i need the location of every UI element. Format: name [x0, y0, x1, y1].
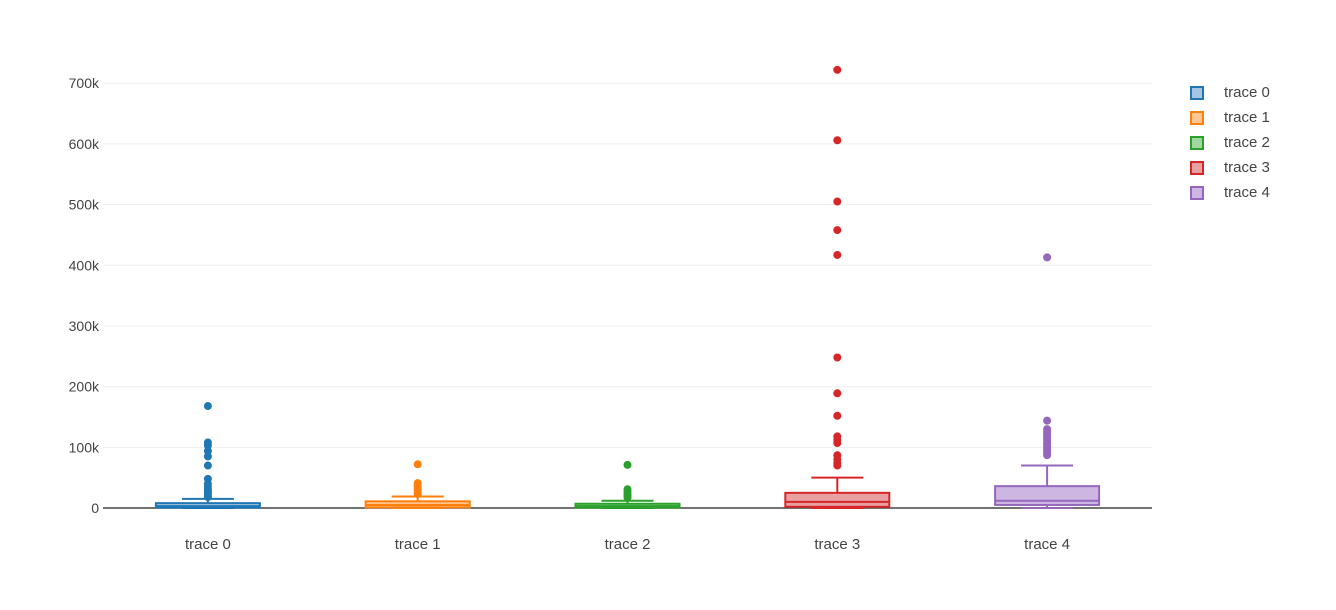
- outlier-point: [833, 136, 842, 145]
- y-tick-label: 700k: [69, 75, 100, 91]
- outlier-point: [203, 402, 212, 411]
- y-tick-label: 200k: [69, 379, 100, 395]
- outlier-point: [203, 493, 212, 502]
- outlier-point: [203, 452, 212, 461]
- outlier-point: [833, 461, 842, 470]
- x-axis-ticks: trace 0 trace 1 trace 2 trace 3 trace 4: [185, 536, 1070, 553]
- y-tick-label: 100k: [69, 439, 100, 455]
- box-trace-3: [784, 65, 891, 509]
- legend-item-trace-4[interactable]: trace 4: [1190, 180, 1270, 205]
- box-trace-2: [574, 460, 681, 509]
- outlier-point: [413, 460, 422, 469]
- x-tick-label: trace 3: [814, 536, 860, 553]
- legend-label: trace 0: [1224, 84, 1270, 101]
- y-tick-label: 0: [91, 500, 99, 516]
- iqr-box: [994, 485, 1101, 506]
- legend-item-trace-0[interactable]: trace 0: [1190, 80, 1270, 105]
- legend-swatch: [1190, 160, 1204, 175]
- legend-item-trace-2[interactable]: trace 2: [1190, 130, 1270, 155]
- x-tick-label: trace 4: [1024, 536, 1070, 553]
- legend-label: trace 2: [1224, 134, 1270, 151]
- outlier-point: [1043, 416, 1052, 425]
- outlier-point: [1043, 451, 1052, 460]
- box-trace-0: [154, 402, 261, 509]
- legend-item-trace-1[interactable]: trace 1: [1190, 105, 1270, 130]
- outlier-point: [623, 493, 632, 502]
- y-tick-label: 400k: [69, 257, 100, 273]
- outlier-point: [413, 490, 422, 499]
- outlier-point: [833, 197, 842, 206]
- y-tick-label: 300k: [69, 318, 100, 334]
- legend-item-trace-3[interactable]: trace 3: [1190, 155, 1270, 180]
- box-trace-4: [994, 253, 1101, 509]
- boxes: [154, 65, 1101, 509]
- outlier-point: [833, 353, 842, 362]
- legend-label: trace 1: [1224, 109, 1270, 126]
- outlier-point: [833, 226, 842, 235]
- x-tick-label: trace 2: [605, 536, 651, 553]
- legend-swatch: [1190, 110, 1204, 125]
- x-tick-label: trace 0: [185, 536, 231, 553]
- outlier-point: [833, 389, 842, 398]
- gridlines: [103, 82, 1152, 509]
- y-axis-ticks: 0 100k 200k 300k 400k 500k 600k 700k: [69, 75, 100, 516]
- y-tick-label: 600k: [69, 136, 100, 152]
- legend-label: trace 4: [1224, 184, 1270, 201]
- outlier-point: [1043, 253, 1052, 262]
- legend-swatch: [1190, 185, 1204, 200]
- outlier-point: [833, 439, 842, 448]
- box-trace-1: [364, 460, 471, 509]
- legend-swatch: [1190, 85, 1204, 100]
- outlier-point: [833, 411, 842, 420]
- legend-label: trace 3: [1224, 159, 1270, 176]
- x-tick-label: trace 1: [395, 536, 441, 553]
- y-tick-label: 500k: [69, 197, 100, 213]
- legend: trace 0 trace 1 trace 2 trace 3 trace 4: [1190, 80, 1270, 205]
- outlier-point: [623, 460, 632, 469]
- outlier-point: [833, 65, 842, 74]
- outlier-point: [833, 250, 842, 259]
- legend-swatch: [1190, 135, 1204, 150]
- outlier-point: [203, 461, 212, 470]
- iqr-box: [784, 491, 891, 508]
